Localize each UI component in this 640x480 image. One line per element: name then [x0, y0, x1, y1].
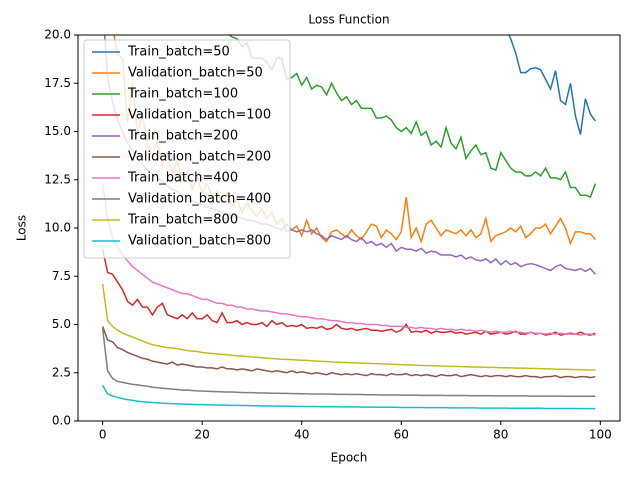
legend-label: Train_batch=400	[127, 171, 238, 186]
series-line	[508, 35, 596, 135]
legend-box	[83, 39, 291, 259]
legend-label: Validation_batch=200	[128, 150, 271, 165]
y-axis-label: Loss	[15, 215, 29, 241]
y-tick-label: 7.5	[52, 269, 71, 283]
legend-label: Train_batch=200	[127, 129, 238, 144]
y-tick-label: 12.5	[44, 172, 71, 186]
y-tick-label: 2.5	[52, 365, 71, 379]
x-tick-label: 100	[589, 428, 612, 442]
legend-label: Validation_batch=100	[128, 108, 271, 123]
legend-label: Validation_batch=400	[128, 192, 271, 207]
x-tick-label: 20	[195, 428, 210, 442]
y-tick-label: 5.0	[52, 317, 71, 331]
series-line	[101, 384, 596, 410]
legend: Train_batch=50 Validation_batch=50 Train_b…	[83, 39, 291, 259]
x-tick-label: 80	[493, 428, 508, 442]
series-line	[101, 326, 596, 379]
y-tick-label: 15.0	[44, 124, 71, 138]
x-axis-label: Epoch	[331, 451, 368, 465]
chart-title: Loss Function	[308, 13, 389, 27]
legend-label: Train_batch=100	[127, 87, 238, 102]
legend-label: Train_batch=800	[127, 213, 238, 228]
series-line	[101, 283, 596, 371]
legend-label: Train_batch=50	[127, 45, 230, 60]
series-line	[101, 183, 596, 336]
legend-label: Validation_batch=800	[128, 234, 271, 249]
series-line	[228, 35, 597, 199]
y-tick-label: 17.5	[44, 76, 71, 90]
x-tick-label: 0	[99, 428, 107, 442]
x-tick-label: 60	[394, 428, 409, 442]
legend-label: Validation_batch=50	[128, 66, 263, 81]
series-line	[101, 328, 596, 398]
y-tick-label: 10.0	[44, 221, 71, 235]
y-tick-label: 0.0	[52, 414, 71, 428]
y-tick-label: 20.0	[44, 28, 71, 42]
x-tick-label: 40	[294, 428, 309, 442]
